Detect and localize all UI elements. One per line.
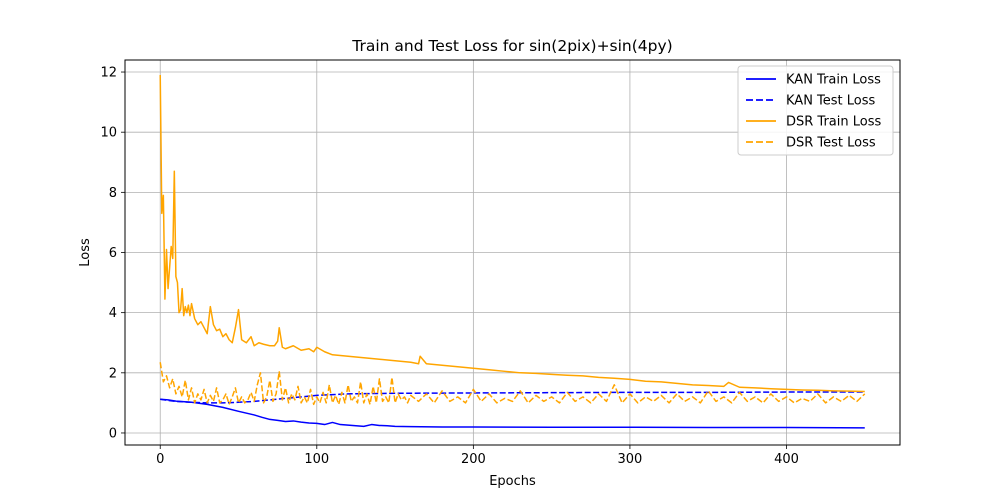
x-tick-label: 200: [461, 452, 486, 467]
y-tick-label: 2: [109, 366, 117, 381]
series-line-kan-train-loss: [160, 398, 865, 429]
legend-label-dsr-test: DSR Test Loss: [786, 136, 876, 151]
x-tick-label: 0: [156, 452, 164, 467]
legend: KAN Train Loss KAN Test Loss DSR Train L…: [737, 65, 894, 156]
legend-box: [737, 65, 894, 156]
series-lines: [159, 75, 866, 429]
legend-label-kan-test: KAN Test Loss: [786, 94, 876, 109]
y-tick-label: 0: [109, 426, 117, 441]
legend-label-dsr-train: DSR Train Loss: [786, 115, 881, 130]
x-axis-label: Epochs: [489, 474, 536, 489]
y-tick-label: 12: [100, 66, 117, 81]
y-tick-label: 10: [100, 126, 117, 141]
x-tick-label: 400: [774, 452, 799, 467]
axis-ticks: 0 100 200 300 400 0 2 4 6 8 10 12: [100, 66, 798, 467]
y-tick-label: 6: [109, 246, 117, 261]
chart-title: Train and Test Loss for sin(2pix)+sin(4p…: [351, 37, 672, 55]
y-axis-label: Loss: [78, 238, 93, 267]
x-tick-label: 100: [304, 452, 329, 467]
legend-label-kan-train: KAN Train Loss: [786, 73, 881, 88]
y-tick-label: 4: [109, 306, 117, 321]
series-line-dsr-train-loss: [159, 75, 865, 393]
x-tick-label: 300: [618, 452, 643, 467]
y-tick-label: 8: [109, 186, 117, 201]
